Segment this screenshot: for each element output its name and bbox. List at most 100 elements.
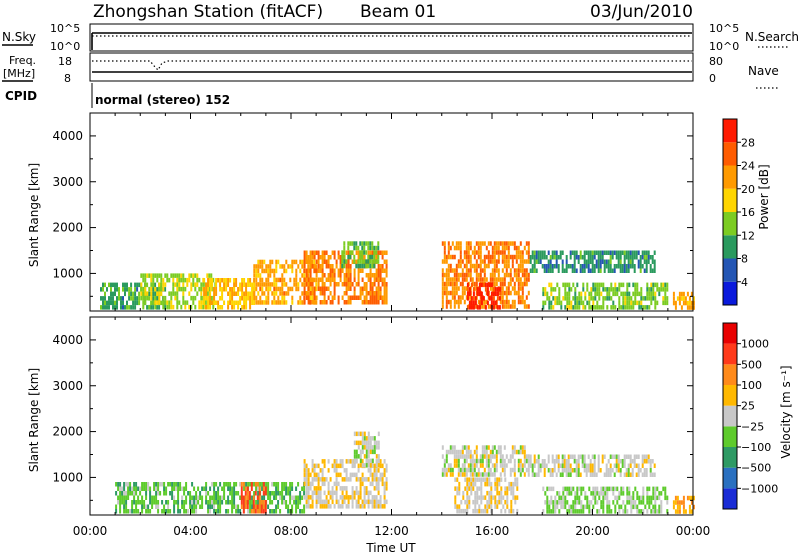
data-cell bbox=[558, 500, 561, 505]
data-cell bbox=[295, 282, 298, 287]
data-cell bbox=[553, 468, 556, 473]
data-cell bbox=[649, 268, 652, 273]
data-cell bbox=[128, 287, 131, 292]
data-cell bbox=[504, 490, 507, 496]
data-cell bbox=[624, 291, 627, 297]
data-cell bbox=[283, 268, 286, 274]
data-cell bbox=[152, 282, 155, 287]
data-cell bbox=[469, 449, 472, 455]
data-cell bbox=[587, 454, 590, 459]
data-cell bbox=[611, 255, 614, 260]
data-cell bbox=[554, 296, 557, 301]
data-cell bbox=[255, 286, 258, 292]
data-cell bbox=[620, 282, 623, 288]
data-cell bbox=[351, 486, 354, 491]
data-cell bbox=[501, 295, 504, 300]
data-cell bbox=[221, 296, 224, 301]
data-cell bbox=[441, 259, 444, 264]
data-cell bbox=[612, 486, 615, 492]
data-cell bbox=[513, 281, 516, 287]
data-cell bbox=[143, 482, 146, 487]
data-cell bbox=[479, 268, 482, 273]
data-cell bbox=[443, 254, 446, 260]
data-cell bbox=[343, 245, 346, 251]
data-cell bbox=[519, 277, 522, 282]
data-cell bbox=[552, 504, 555, 510]
data-cell bbox=[465, 295, 468, 300]
data-cell bbox=[269, 509, 272, 514]
data-cell bbox=[510, 490, 513, 496]
data-cell bbox=[483, 304, 486, 309]
data-cell bbox=[375, 499, 378, 505]
data-cell bbox=[227, 278, 230, 283]
data-cell bbox=[474, 477, 477, 482]
data-cell bbox=[607, 259, 610, 264]
data-cell bbox=[651, 255, 654, 260]
data-cell bbox=[593, 264, 596, 269]
data-cell bbox=[604, 296, 607, 301]
data-cell bbox=[543, 459, 546, 464]
data-cell bbox=[597, 459, 600, 464]
data-cell bbox=[194, 282, 197, 287]
data-cell bbox=[188, 304, 191, 310]
data-cell bbox=[349, 268, 352, 273]
data-cell bbox=[158, 295, 161, 301]
data-cell bbox=[169, 509, 172, 514]
data-cell bbox=[239, 482, 242, 487]
data-cell bbox=[653, 472, 656, 477]
data-cell bbox=[369, 250, 372, 255]
data-cell bbox=[646, 282, 649, 288]
data-cell bbox=[497, 268, 500, 273]
data-cell bbox=[361, 286, 364, 291]
data-cell bbox=[574, 296, 577, 301]
data-cell bbox=[323, 490, 326, 496]
data-cell bbox=[265, 282, 268, 287]
data-cell bbox=[273, 482, 276, 487]
data-cell bbox=[591, 463, 594, 468]
data-cell bbox=[337, 499, 340, 505]
data-cell bbox=[152, 305, 155, 310]
data-cell bbox=[130, 305, 133, 310]
data-cell bbox=[367, 431, 370, 437]
data-cell bbox=[373, 300, 376, 305]
data-cell bbox=[560, 500, 563, 505]
data-cell bbox=[291, 486, 294, 491]
data-cell bbox=[537, 468, 540, 473]
data-cell bbox=[503, 299, 506, 305]
data-cell bbox=[570, 504, 573, 510]
data-cell bbox=[470, 300, 473, 306]
data-cell bbox=[252, 495, 255, 500]
data-cell bbox=[303, 255, 306, 260]
data-cell bbox=[297, 495, 300, 500]
data-cell bbox=[323, 273, 326, 278]
colorbar-segment bbox=[723, 385, 737, 406]
data-cell bbox=[678, 300, 681, 306]
data-cell bbox=[457, 259, 460, 264]
data-cell bbox=[349, 495, 352, 500]
data-cell bbox=[495, 467, 498, 473]
data-cell bbox=[464, 508, 467, 514]
data-cell bbox=[351, 295, 354, 300]
data-cell bbox=[572, 504, 575, 510]
data-cell bbox=[628, 305, 631, 310]
date-title: 03/Jun/2010 bbox=[590, 2, 693, 22]
data-cell bbox=[595, 472, 598, 477]
data-cell bbox=[209, 296, 212, 301]
data-cell bbox=[548, 486, 551, 492]
data-cell bbox=[162, 304, 165, 310]
data-cell bbox=[337, 268, 340, 273]
data-cell bbox=[319, 277, 322, 282]
data-cell bbox=[331, 495, 334, 500]
data-cell bbox=[281, 264, 284, 269]
data-cell bbox=[563, 468, 566, 473]
data-cell bbox=[114, 282, 116, 288]
data-cell bbox=[315, 250, 318, 255]
data-cell bbox=[496, 481, 499, 487]
data-cell bbox=[313, 486, 316, 491]
data-cell bbox=[297, 482, 300, 487]
data-cell bbox=[537, 454, 540, 459]
data-cell bbox=[215, 500, 218, 505]
data-cell bbox=[353, 490, 356, 496]
data-cell bbox=[503, 277, 506, 282]
